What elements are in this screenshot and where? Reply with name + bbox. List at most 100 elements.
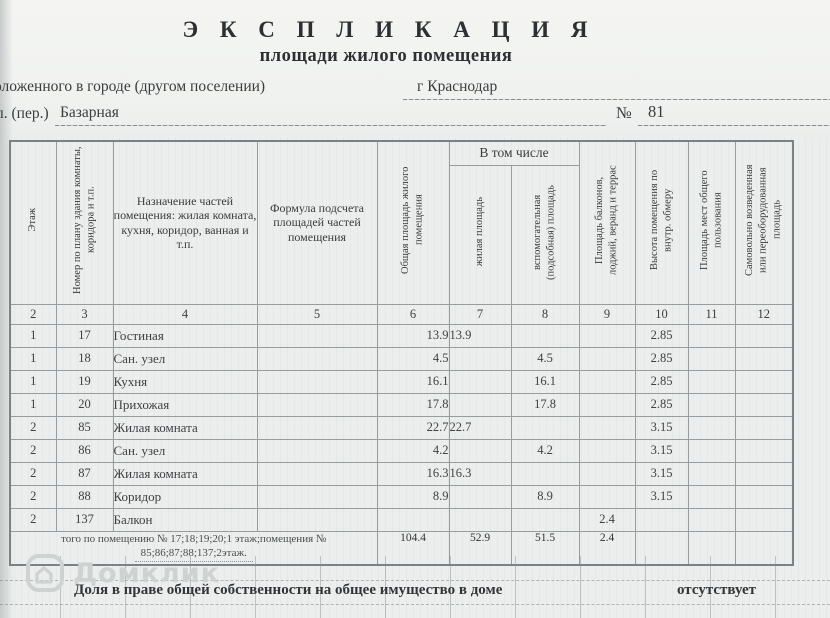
cell-balcony-area (578, 392, 636, 417)
col-header-total-area: Общая площадь жилого помещения (376, 140, 450, 305)
total-row-label-line1: того по помещению № 17;18;19;20;1 этаж;п… (61, 532, 327, 545)
street-underline (55, 124, 607, 126)
ownership-share-value: отсутствует (677, 582, 757, 598)
cell-common-area (687, 507, 736, 532)
cell-total-area (376, 507, 450, 532)
cell-living-area (448, 507, 512, 532)
cell-unauthorized-area (734, 461, 794, 486)
page-subtitle: площади жилого помещения (259, 46, 513, 66)
col-number: 7 (448, 303, 512, 325)
cell-common-area (687, 392, 736, 417)
col-number: 9 (578, 303, 636, 325)
cell-floor: 2 (9, 438, 57, 463)
cell-aux-area: 16.1 (510, 369, 580, 394)
faint-grid-line (0, 580, 830, 581)
cell-total-area: 4.2 (376, 438, 450, 463)
col-header-aux-area: вспомогательная (подсобная) площадь (510, 164, 580, 305)
cell-height: 3.15 (634, 415, 689, 440)
cell-unauthorized-area (734, 484, 794, 509)
living-area-sum: 52.9 (448, 530, 512, 566)
house-number: 81 (648, 102, 665, 121)
domclick-house-icon (26, 554, 64, 592)
cell-floor: 1 (9, 346, 57, 371)
cell-unauthorized-area (734, 323, 794, 348)
col-header-room-number: Номер по плану здания комнаты, коридора … (55, 140, 114, 305)
cell-balcony-area (578, 369, 636, 394)
watermark-text: Домклик (73, 557, 221, 589)
cell-common-area (687, 346, 736, 371)
cell-total-area: 16.3 (376, 461, 450, 486)
number-sign: № (616, 103, 632, 122)
cell-total-area: 13.9 (376, 323, 450, 348)
cell-formula (256, 438, 378, 463)
col-number: 12 (734, 303, 794, 325)
col-number: 6 (376, 303, 450, 325)
explication-table: Этаж Номер по плану здания комнаты, кори… (9, 140, 794, 566)
cell-formula (256, 461, 378, 486)
city-value: г Краснодар (417, 78, 498, 95)
cell-balcony-area (578, 461, 636, 486)
cell-unauthorized-area (734, 438, 794, 463)
col-header-floor-label: Этаж (27, 208, 39, 233)
cell-total-area: 16.1 (376, 369, 450, 394)
col-number: 3 (55, 303, 114, 325)
cell-common-area (687, 461, 736, 486)
cell-floor: 2 (9, 415, 57, 440)
cell-aux-area: 17.8 (510, 392, 580, 417)
cell-balcony-area (578, 484, 636, 509)
page-title: Э К С П Л И К А Ц И Я (182, 17, 596, 42)
table-body: 1 17 Гостиная 13.9 13.9 2.85 1 18 Сан. у… (9, 323, 794, 532)
cell-living-area: 13.9 (448, 323, 512, 348)
empty-cell (734, 530, 794, 566)
cell-floor: 1 (9, 369, 57, 394)
cell-living-area (448, 346, 512, 371)
cell-aux-area: 8.9 (510, 484, 580, 509)
col-number: 10 (634, 303, 689, 325)
ownership-share-label: Доля в праве общей собственности на обще… (74, 582, 503, 598)
col-header-unauthorized-area: Самовольно возведен­ная или переоборудо­… (734, 140, 794, 305)
cell-living-area: 16.3 (448, 461, 512, 486)
cell-formula (256, 346, 378, 371)
total-row-label: того по помещению № 17;18;19;20;1 этаж;п… (9, 530, 378, 566)
watermark: Домклик (24, 552, 220, 594)
cell-room-number: 19 (55, 369, 114, 394)
cell-room-number: 20 (55, 392, 114, 417)
cell-room-name: Коридор (112, 484, 258, 509)
table-row: 2 86 Сан. узел 4.2 4.2 3.15 (9, 438, 794, 463)
cell-balcony-area (578, 323, 636, 348)
cell-unauthorized-area (734, 346, 794, 371)
cell-common-area (687, 438, 736, 463)
cell-unauthorized-area (734, 507, 794, 532)
col-header-balcony-area: Площадь балконов, лоджий, веранд и терра… (578, 140, 636, 305)
table-row: 2 88 Коридор 8.9 8.9 3.15 (9, 484, 794, 509)
total-row-label-line2: 85;86;87;88;137;2этаж. (134, 546, 253, 563)
cell-balcony-area: 2.4 (578, 507, 636, 532)
cell-aux-area (510, 323, 580, 348)
table-row: 1 19 Кухня 16.1 16.1 2.85 (9, 369, 794, 394)
col-header-purpose: Назначение частей помещения: жилая комна… (112, 140, 258, 305)
cell-balcony-area (578, 438, 636, 463)
cell-total-area: 4.5 (376, 346, 450, 371)
table-row: 1 20 Прихожая 17.8 17.8 2.85 (9, 392, 794, 417)
total-area-sum: 104.4 (376, 530, 450, 566)
col-number: 11 (687, 303, 736, 325)
cell-height: 2.85 (634, 392, 689, 417)
cell-height: 2.85 (634, 323, 689, 348)
cell-room-number: 86 (55, 438, 114, 463)
street-value: Базарная (60, 104, 119, 121)
col-header-total-area-label: Общая площадь жилого помещения (400, 166, 425, 274)
cell-room-name: Кухня (112, 369, 258, 394)
cell-room-name: Балкон (112, 507, 258, 532)
cell-room-number: 137 (55, 507, 114, 532)
cell-living-area: 22.7 (448, 415, 512, 440)
cell-common-area (687, 369, 736, 394)
cell-formula (256, 323, 378, 348)
cell-room-name: Сан. узел (112, 438, 258, 463)
cell-formula (256, 369, 378, 394)
cell-height: 2.85 (634, 369, 689, 394)
col-header-common-area-label: Площадь мест общего пользования (698, 170, 724, 271)
cell-height: 3.15 (634, 484, 689, 509)
col-header-height: Высота помещения по внутр. обмеру (634, 140, 689, 305)
cell-room-number: 88 (55, 484, 114, 509)
